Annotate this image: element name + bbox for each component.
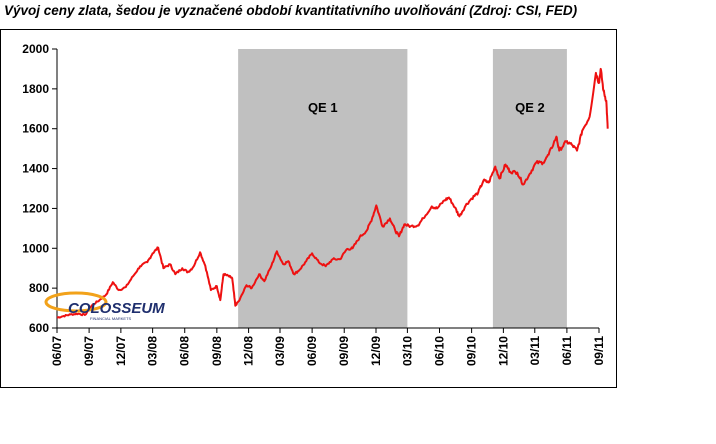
logo-name: COLOSSEUM [68,300,165,317]
x-tick-label: 03/10 [400,336,414,366]
x-tick-label: 06/11 [560,336,574,366]
y-tick-label: 1800 [22,82,49,96]
qe-shaded-periods: QE 1 QE 2 [238,49,567,328]
qe-period-2 [492,49,567,328]
qe-period-1 [238,49,408,328]
logo-swoosh-icon [44,291,108,313]
x-tick-label: 06/08 [178,336,192,366]
x-tick-label: 06/07 [50,336,64,366]
x-tick-label: 12/08 [242,336,256,366]
y-tick-label: 1400 [22,162,49,176]
x-axis-ticks: 06/07 09/07 12/07 03/08 06/08 09/08 12/08 03/09… [50,328,606,366]
x-tick-label: 06/09 [305,336,319,366]
x-tick-label: 03/11 [528,336,542,366]
x-tick-label: 06/10 [433,336,447,366]
logo-tagline: FINANCIAL MARKETS [90,316,132,321]
x-tick-label: 12/10 [496,336,510,366]
y-tick-label: 1000 [22,241,49,255]
chart-frame: QE 1 QE 2 600 800 1000 1200 1400 1600 1800 2000 … [0,29,617,388]
gold-price-line [56,67,609,319]
x-tick-label: 09/10 [465,336,479,366]
qe-period-label: QE 2 [515,100,545,115]
x-tick-label: 12/09 [369,336,383,366]
y-tick-label: 1600 [22,122,49,136]
y-axis-ticks: 600 800 1000 1200 1400 1600 1800 2000 [22,42,57,335]
y-tick-label: 600 [29,321,49,335]
y-tick-label: 1200 [22,201,49,215]
x-tick-label: 09/08 [210,336,224,366]
x-tick-label: 09/09 [337,336,351,366]
series-layer [56,67,609,319]
colosseum-logo: COLOSSEUM FINANCIAL MARKETS [44,291,165,321]
y-tick-label: 2000 [22,42,49,56]
chart-axes [56,49,599,329]
x-tick-label: 12/07 [114,336,128,366]
chart-title: Vývoj ceny zlata, šedou je vyznačené obd… [4,3,578,18]
qe-period-label: QE 1 [308,100,338,115]
x-tick-label: 03/08 [146,336,160,366]
x-tick-label: 09/07 [82,336,96,366]
x-tick-label: 09/11 [592,336,606,366]
x-tick-label: 03/09 [273,336,287,366]
y-tick-label: 800 [29,281,49,295]
gold-price-chart: QE 1 QE 2 600800100012001400160018002000 … [22,42,609,366]
